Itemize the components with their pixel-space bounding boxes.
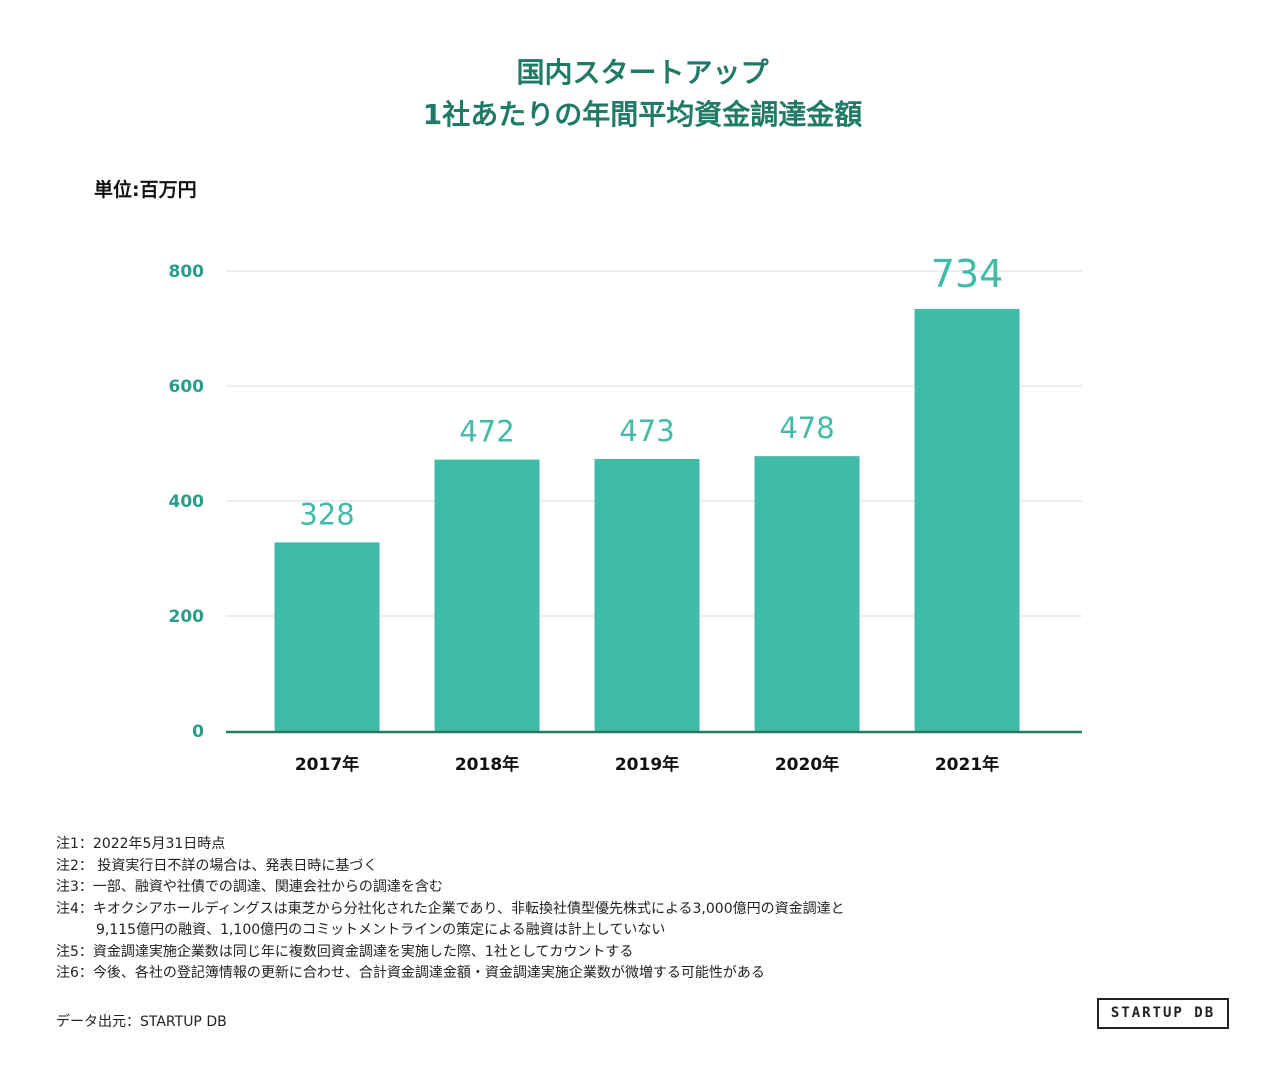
data-label: 473: [619, 414, 674, 448]
chart-title-line-1: 国内スタートアップ: [516, 56, 769, 89]
y-tick-label: 600: [169, 377, 205, 397]
note-3: 注3：一部、融資や社債での調達、関連会社からの調達を含む: [56, 879, 443, 895]
note-6: 注6：今後、各社の登記簿情報の更新に合わせ、合計資金調達金額・資金調達実施企業数…: [56, 965, 765, 981]
bar-2019年: [594, 459, 700, 731]
startup-db-logo: STARTUP DB: [1097, 998, 1229, 1029]
x-tick-label: 2021年: [935, 754, 999, 775]
y-tick-label: 800: [169, 262, 205, 282]
data-label: 328: [299, 497, 354, 531]
data-labels: 328 472 473 478 734: [299, 252, 1003, 531]
bar-chart: 328 472 473 478 734 0 200 400 600 800 2017年 2018年…: [169, 252, 1082, 775]
bars: [274, 308, 1020, 731]
footnotes: 注1：2022年5月31日時点 注2： 投資実行日不詳の場合は、発表日時に基づく…: [56, 834, 845, 985]
y-tick-label: 200: [169, 607, 205, 627]
bar-2021年: [914, 308, 1020, 731]
bar-2020年: [754, 456, 860, 731]
x-tick-label: 2017年: [295, 754, 359, 775]
x-tick-label: 2020年: [775, 754, 839, 775]
note-4-continued: 9,115億円の融資、1,100億円のコミットメントラインの策定による融資は計上…: [96, 922, 666, 938]
chart-title: 国内スタートアップ 1社あたりの年間平均資金調達金額: [0, 52, 1285, 136]
data-label: 734: [931, 252, 1004, 296]
data-label: 478: [779, 411, 834, 445]
note-4: 注4：キオクシアホールディングスは東芝から分社化された企業であり、非転換社債型優…: [56, 900, 845, 917]
data-label: 472: [459, 415, 514, 449]
data-source: データ出元：STARTUP DB: [56, 1014, 227, 1030]
bar-2017年: [274, 542, 380, 731]
y-tick-label: 0: [192, 722, 204, 742]
x-tick-labels: 2017年 2018年 2019年 2020年 2021年: [295, 754, 999, 775]
bar-2018年: [434, 459, 540, 731]
note-5: 注5：資金調達実施企業数は同じ年に複数回資金調達を実施した際、1社としてカウント…: [56, 943, 634, 960]
note-2: 注2： 投資実行日不詳の場合は、発表日時に基づく: [56, 857, 378, 874]
chart-title-line-2: 1社あたりの年間平均資金調達金額: [422, 98, 863, 131]
unit-label: 単位:百万円: [94, 179, 197, 201]
x-tick-label: 2019年: [615, 754, 679, 775]
y-tick-label: 400: [169, 492, 205, 512]
x-tick-label: 2018年: [455, 754, 519, 775]
y-tick-labels: 0 200 400 600 800: [169, 262, 205, 742]
note-1: 注1：2022年5月31日時点: [56, 836, 226, 852]
